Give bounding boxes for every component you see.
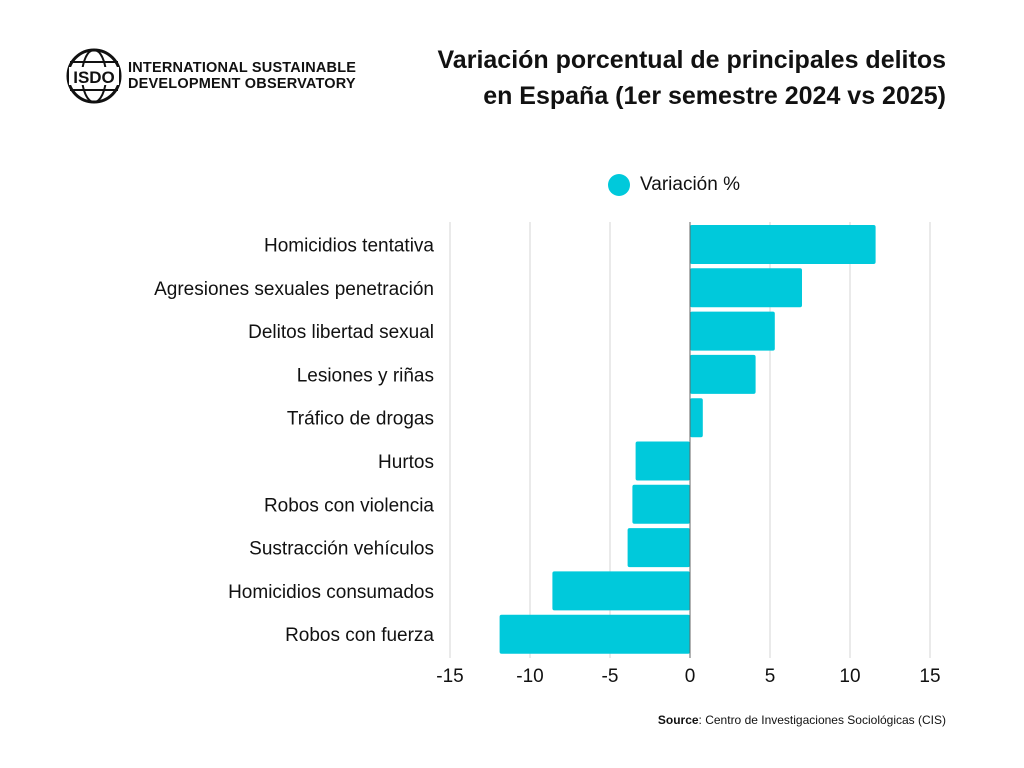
source-label: Source	[657, 713, 699, 727]
logo-line-2: DEVELOPMENT OBSERVATORY	[128, 76, 356, 92]
bar	[635, 441, 690, 481]
category-label: Delitos libertad sexual	[248, 322, 434, 343]
x-tick-label: -5	[602, 666, 619, 687]
bar	[690, 354, 756, 394]
source-note: Source: Centro de Investigaciones Sociol…	[658, 713, 946, 727]
chart-title: Variación porcentual de principales deli…	[437, 46, 946, 110]
svg-text:ISDO: ISDO	[73, 68, 115, 87]
category-label: Robos con violencia	[264, 495, 434, 516]
bar	[552, 571, 690, 611]
bar	[690, 398, 703, 438]
bar	[632, 484, 690, 524]
x-tick-label: 10	[839, 666, 860, 687]
x-tick-label: -10	[516, 666, 543, 687]
legend-swatch	[608, 174, 630, 196]
x-tick-label: 15	[919, 666, 940, 687]
globe-logo-icon: ISDO	[66, 48, 122, 104]
bar	[627, 528, 690, 568]
bar	[690, 311, 775, 351]
bar	[690, 268, 802, 308]
bar	[499, 614, 690, 654]
category-label: Lesiones y riñas	[297, 365, 434, 386]
category-label: Robos con fuerza	[285, 625, 434, 646]
bar	[690, 225, 876, 264]
x-tick-label: -15	[436, 666, 463, 687]
category-label: Tráfico de drogas	[287, 409, 434, 430]
category-label: Sustracción vehículos	[249, 539, 434, 560]
source-text: : Centro de Investigaciones Sociológicas…	[698, 713, 946, 727]
legend: Variación %	[608, 174, 740, 196]
logo-line-1: INTERNATIONAL SUSTAINABLE	[128, 60, 357, 76]
category-label: Homicidios tentativa	[264, 236, 434, 257]
category-label: Hurtos	[378, 452, 434, 473]
legend-label: Variación %	[640, 174, 740, 195]
logo: ISDO INTERNATIONAL SUSTAINABLE DEVELOPME…	[66, 48, 356, 104]
category-label: Homicidios consumados	[228, 582, 434, 603]
x-tick-label: 5	[765, 666, 776, 687]
category-label: Agresiones sexuales penetración	[154, 279, 434, 300]
x-tick-label: 0	[685, 666, 696, 687]
